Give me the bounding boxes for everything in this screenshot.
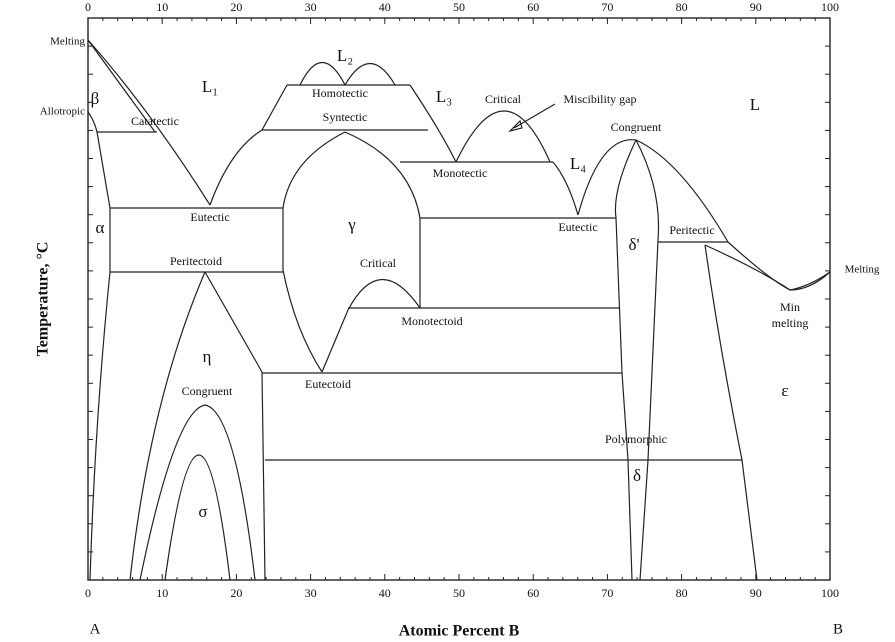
top-tick-label: 100 — [821, 0, 839, 14]
label: σ — [198, 502, 207, 521]
label: L — [750, 95, 760, 114]
top-tick-label: 30 — [305, 0, 317, 14]
label: Peritectic — [669, 223, 714, 237]
label: Monotectic — [433, 166, 488, 180]
label: melting — [772, 316, 809, 330]
label: γ — [347, 215, 356, 234]
label: Melting — [845, 264, 880, 276]
label: L₃ — [436, 87, 452, 106]
label: Congruent — [182, 384, 233, 398]
x-axis-title: Atomic Percent B — [399, 623, 520, 640]
label: Allotropic — [40, 106, 85, 118]
label: Eutectic — [190, 210, 229, 224]
label: L₄ — [570, 154, 586, 173]
axis-ticks: 0 10 20 30 40 50 60 70 80 90 100 0 10 20 30 40 50 60 70 80 9… — [85, 0, 839, 600]
label: Catatectic — [131, 114, 179, 128]
label: Monotectoid — [401, 314, 462, 328]
label: Min — [780, 300, 800, 314]
bottom-tick-label: 60 — [527, 586, 539, 600]
label: δ' — [628, 235, 639, 254]
label: δ — [633, 466, 641, 485]
label: L₁ — [202, 77, 218, 96]
plot-frame — [87, 17, 831, 581]
top-tick-label: 10 — [156, 0, 168, 14]
label: Melting — [50, 36, 85, 48]
label: β — [91, 89, 100, 108]
label: Eutectoid — [305, 377, 351, 391]
phase-boundaries — [87, 39, 831, 581]
y-axis-title: Temperature, °C — [35, 242, 52, 357]
bottom-tick-label: 0 — [85, 586, 91, 600]
top-tick-label: 20 — [230, 0, 242, 14]
label: Syntectic — [323, 110, 368, 124]
top-tick-label: 60 — [527, 0, 539, 14]
bottom-tick-label: 70 — [601, 586, 613, 600]
top-tick-label: 80 — [676, 0, 688, 14]
label: Miscibility gap — [564, 92, 637, 106]
axis-end-label: B — [833, 621, 843, 637]
label: Eutectic — [558, 220, 597, 234]
bottom-tick-label: 30 — [305, 586, 317, 600]
top-tick-label: 50 — [453, 0, 465, 14]
label: Congruent — [611, 120, 662, 134]
axis-end-label: A — [90, 621, 101, 637]
label: L₂ — [337, 46, 353, 65]
top-tick-label: 0 — [85, 0, 91, 14]
bottom-tick-label: 80 — [676, 586, 688, 600]
label: Critical — [485, 92, 522, 106]
label: α — [96, 218, 105, 237]
label: Peritectoid — [170, 254, 222, 268]
label: Homotectic — [312, 86, 368, 100]
top-tick-label: 90 — [750, 0, 762, 14]
label: ε — [781, 381, 788, 400]
label: Critical — [360, 256, 397, 270]
label: Polymorphic — [605, 432, 667, 446]
bottom-tick-label: 90 — [750, 586, 762, 600]
label: η — [203, 347, 212, 366]
top-tick-label: 40 — [379, 0, 391, 14]
bottom-tick-label: 100 — [821, 586, 839, 600]
top-tick-label: 70 — [601, 0, 613, 14]
bottom-tick-label: 20 — [230, 586, 242, 600]
bottom-tick-label: 10 — [156, 586, 168, 600]
bottom-tick-label: 50 — [453, 586, 465, 600]
bottom-tick-label: 40 — [379, 586, 391, 600]
